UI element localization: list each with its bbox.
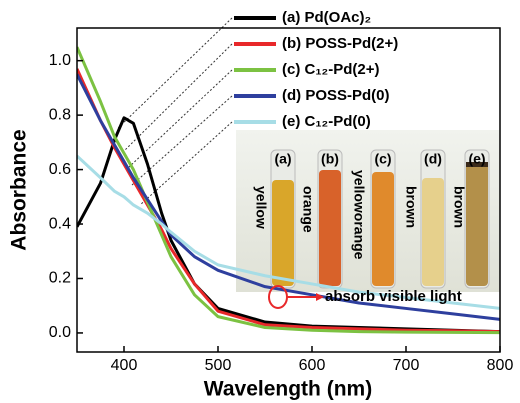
annotation: absorb visible light	[325, 288, 462, 305]
y-tick-label: 0.4	[49, 215, 71, 232]
vial-label: (b)	[321, 151, 339, 167]
x-tick-label: 700	[393, 357, 420, 374]
series-line	[77, 73, 500, 321]
y-tick-label: 1.0	[49, 52, 71, 69]
highlight-arrowhead	[316, 293, 324, 301]
x-tick-label: 500	[205, 357, 232, 374]
legend-pointers	[117, 17, 233, 206]
y-tick-label: 0.2	[49, 270, 71, 287]
plot-frame	[76, 27, 501, 353]
y-tick-label: 0.0	[49, 324, 71, 341]
color-word: brown	[403, 186, 419, 228]
vial-label: (d)	[424, 151, 442, 167]
color-word: brown	[451, 186, 467, 228]
vial-label: (e)	[468, 151, 485, 167]
color-word: yellow	[253, 186, 269, 229]
legend-label: (a) Pd(OAc)₂	[282, 9, 371, 26]
y-tick-label: 0.8	[49, 106, 71, 123]
x-tick-label: 600	[299, 357, 326, 374]
legend-label: (b) POSS-Pd(2+)	[282, 35, 398, 52]
vial-label: (c)	[374, 151, 391, 167]
series-line	[77, 46, 500, 335]
inset-photo	[236, 130, 500, 292]
color-word: orange	[300, 186, 316, 233]
series-line	[77, 154, 500, 310]
legend-label: (c) C₁₂-Pd(2+)	[282, 61, 379, 78]
y-tick-label: 0.6	[49, 161, 71, 178]
legend-label: (d) POSS-Pd(0)	[282, 87, 390, 104]
vial-label: (a)	[274, 151, 291, 167]
x-tick-label: 400	[111, 357, 138, 374]
plot-area	[77, 46, 500, 335]
legend-label: (e) C₁₂-Pd(0)	[282, 113, 371, 130]
color-word: yelloworange	[351, 170, 367, 260]
x-tick-label: 800	[487, 357, 514, 374]
y-axis-title: Absorbance	[8, 129, 31, 250]
x-axis-title: Wavelength (nm)	[204, 378, 372, 401]
